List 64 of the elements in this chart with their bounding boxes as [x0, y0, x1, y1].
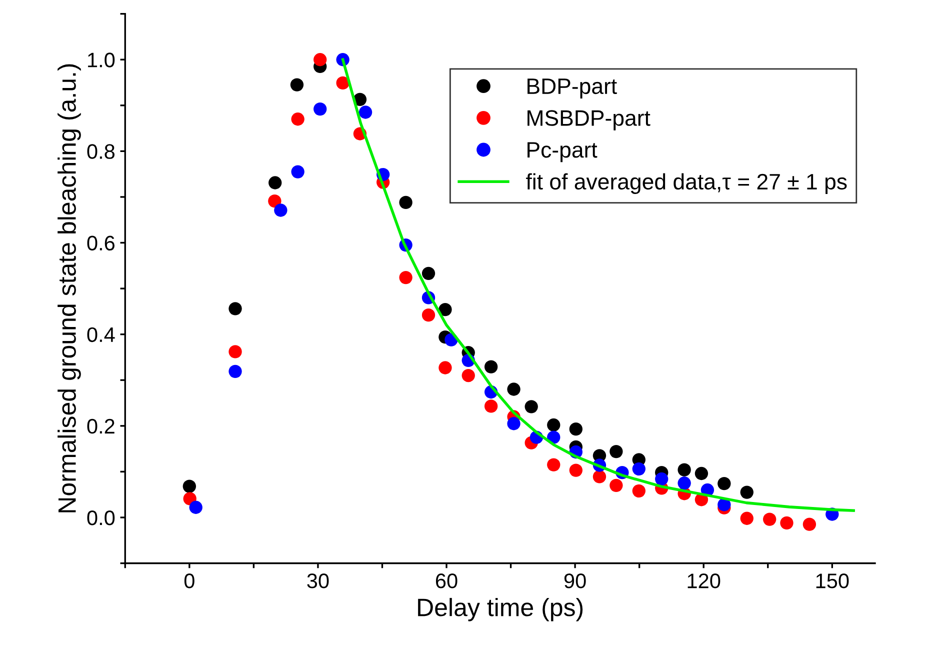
point [507, 417, 520, 430]
point [422, 308, 436, 322]
point [189, 500, 202, 514]
y-tick-label: 0.8 [87, 144, 115, 159]
x-tick-label: 0 [184, 574, 194, 588]
point [228, 364, 242, 378]
point [336, 76, 350, 90]
point [547, 418, 560, 432]
point [358, 106, 372, 119]
y-tick-label: 0.2 [87, 418, 114, 434]
point [632, 462, 646, 476]
point [678, 463, 691, 476]
point [678, 476, 691, 490]
point [507, 382, 520, 396]
y-tick-label: 0.0 [87, 510, 115, 526]
point [438, 303, 452, 316]
y-tick-label: 1.0 [88, 52, 115, 68]
point [718, 476, 731, 490]
point [610, 444, 623, 458]
point [484, 360, 498, 374]
point [740, 512, 754, 525]
x-tick-label: 120 [688, 574, 720, 588]
point [314, 102, 327, 116]
point [802, 518, 816, 531]
point [524, 400, 538, 414]
point [274, 204, 288, 217]
point [740, 486, 754, 499]
point [569, 422, 582, 436]
legend-label: MSBDP-part [528, 110, 650, 130]
point [291, 165, 304, 178]
point [462, 368, 475, 382]
point [268, 194, 282, 208]
point [228, 302, 242, 316]
legend-label: BDP-part [528, 78, 617, 98]
point [484, 400, 498, 413]
point [399, 270, 412, 284]
point [422, 266, 436, 280]
point [182, 480, 196, 493]
point [290, 78, 304, 92]
legend-label: fit of averaged data,τ = 27 ± 1 ps [526, 173, 847, 194]
legend-label: Pc-part [528, 142, 598, 162]
x-tick-label: 60 [436, 574, 458, 588]
point [655, 472, 668, 486]
point [632, 484, 646, 498]
point [763, 512, 776, 526]
x-tick-label: 90 [564, 574, 586, 588]
point [694, 466, 708, 480]
point [569, 464, 582, 477]
point [291, 112, 304, 126]
point [547, 458, 560, 472]
x-tick-label: 150 [816, 574, 849, 588]
point [610, 478, 623, 492]
point [438, 361, 452, 374]
y-tick-label: 0.4 [87, 327, 115, 342]
point [399, 196, 412, 210]
point [592, 470, 606, 484]
point [780, 516, 794, 530]
x-axis-title: Delay time (ps) [418, 598, 583, 622]
point [228, 345, 242, 358]
x-tick-label: 30 [307, 574, 329, 588]
point [314, 53, 327, 66]
point [268, 176, 282, 190]
y-axis-title: Normalised ground state bleaching (a.u.) [58, 64, 81, 512]
y-tick-label: 0.6 [87, 236, 114, 250]
